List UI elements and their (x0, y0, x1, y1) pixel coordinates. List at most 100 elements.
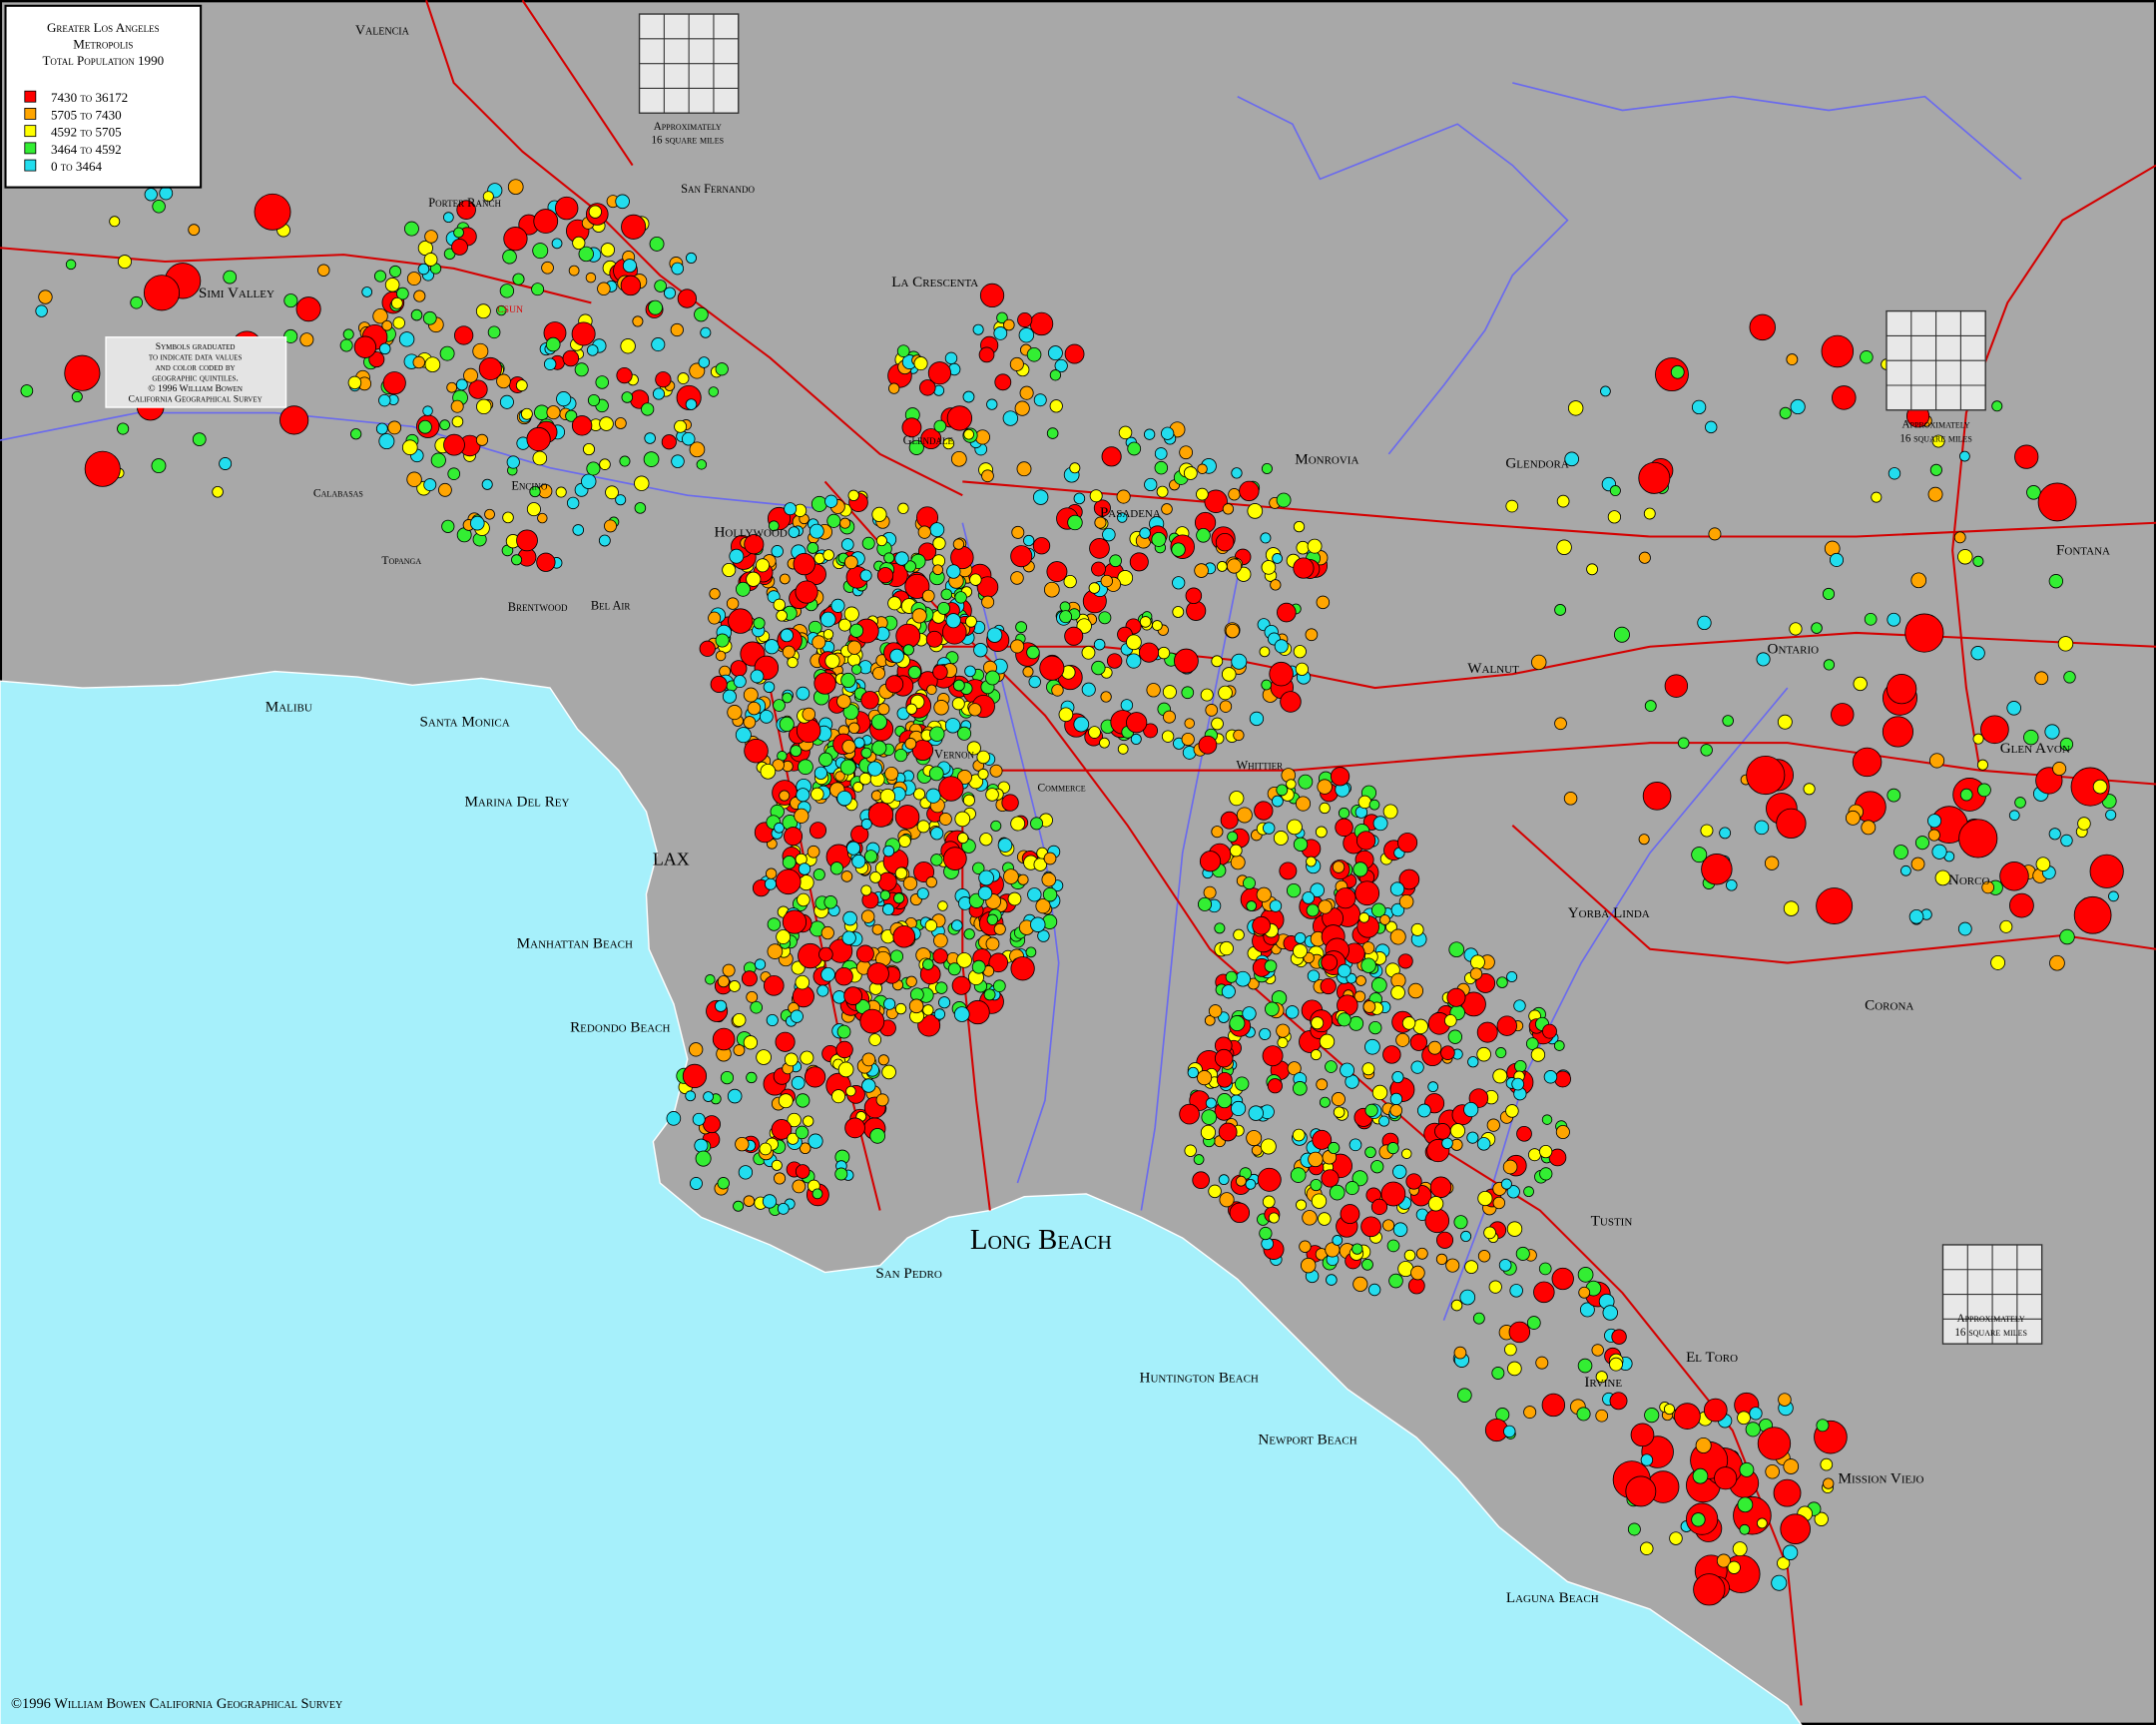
tract-symbol (1538, 1262, 1552, 1276)
tract-symbol (879, 788, 896, 805)
tract-symbol (962, 390, 975, 403)
tract-symbol (799, 1142, 811, 1155)
tract-symbol (1257, 1167, 1282, 1192)
tract-symbol (1360, 957, 1376, 973)
tract-symbol (1293, 837, 1309, 852)
tract-symbol (696, 459, 708, 470)
tract-symbol (782, 692, 794, 704)
tract-symbol (1143, 428, 1156, 440)
tract-symbol (807, 542, 819, 554)
tract-symbol (823, 895, 837, 909)
place-label: Laguna Beach (1506, 1589, 1599, 1606)
tract-symbol (1714, 1466, 1738, 1490)
tract-symbol (1398, 868, 1420, 890)
tract-symbol (796, 788, 810, 803)
tract-symbol (532, 243, 549, 260)
tract-symbol (1716, 1553, 1731, 1568)
legend-box (4, 4, 203, 189)
tract-symbol (893, 892, 905, 904)
tract-symbol (1245, 1178, 1257, 1190)
tract-symbol (1193, 1154, 1205, 1165)
grid-note: Approximately (654, 121, 722, 133)
tract-symbol (1914, 836, 1929, 851)
place-label: Norco (1948, 871, 1990, 888)
tract-symbol (798, 759, 813, 776)
tract-symbol (1233, 729, 1245, 742)
tract-symbol (897, 502, 909, 514)
tract-symbol (1197, 1070, 1213, 1086)
tract-symbol (1201, 1109, 1218, 1125)
tract-symbol (1466, 1131, 1479, 1144)
place-label: Simi Valley (199, 285, 274, 301)
tract-symbol (1530, 1047, 1546, 1062)
tract-symbol (1548, 1148, 1567, 1167)
tract-symbol (1405, 1173, 1422, 1190)
tract-symbol (793, 552, 815, 576)
tract-symbol (829, 862, 843, 875)
tract-symbol (1351, 1243, 1363, 1255)
tract-symbol (993, 922, 1006, 935)
tract-symbol (2052, 762, 2067, 777)
place-label: Long Beach (970, 1224, 1112, 1256)
tract-symbol (556, 391, 572, 407)
tract-symbol (732, 1012, 747, 1027)
tract-symbol (861, 1052, 876, 1067)
place-label: LAX (653, 850, 690, 869)
tract-symbol (1010, 816, 1026, 832)
tract-symbol (1789, 622, 1803, 636)
tract-symbol (1129, 552, 1149, 572)
tract-symbol (1120, 699, 1134, 712)
tract-symbol (1677, 737, 1690, 750)
tract-symbol (703, 1115, 721, 1134)
tract-symbol (813, 672, 836, 695)
tract-symbol (1277, 1036, 1289, 1048)
tract-symbol (616, 366, 633, 384)
tract-symbol (634, 475, 650, 491)
tract-symbol (784, 1052, 799, 1067)
tract-symbol (777, 1202, 790, 1215)
place-label: Valencia (355, 23, 410, 38)
tract-symbol (1410, 1060, 1424, 1074)
tract-symbol (1928, 753, 1945, 769)
tract-symbol (871, 506, 887, 522)
tract-symbol (1319, 1096, 1331, 1108)
tract-symbol (1276, 1023, 1291, 1038)
tract-symbol (506, 455, 520, 469)
tract-symbol (727, 1088, 743, 1104)
tract-symbol (1067, 514, 1083, 531)
tract-symbol (1492, 1068, 1508, 1084)
tract-symbol (1782, 1544, 1799, 1560)
tract-symbol (694, 1138, 709, 1153)
tract-symbol (192, 432, 207, 447)
tract-symbol (983, 988, 996, 1001)
ocean (0, 670, 1803, 1725)
tract-symbol (942, 847, 967, 870)
tract-symbol (957, 832, 969, 845)
tract-symbol (652, 387, 666, 400)
tract-symbol (572, 524, 585, 536)
tract-symbol (1447, 1029, 1463, 1044)
tract-symbol (885, 675, 904, 694)
tract-symbol (1697, 615, 1712, 631)
tract-symbol (767, 917, 782, 931)
tract-symbol (996, 311, 1008, 324)
tract-symbol (65, 259, 77, 271)
tract-symbol (846, 841, 861, 856)
tract-symbol (788, 526, 801, 538)
tract-symbol (1030, 817, 1044, 831)
tract-symbol (750, 1000, 763, 1014)
tract-symbol (526, 502, 541, 517)
tract-symbol (1719, 827, 1732, 840)
tract-symbol (1032, 537, 1051, 555)
tract-symbol (913, 862, 935, 882)
tract-symbol (1351, 1170, 1368, 1187)
tract-symbol (1732, 1541, 1748, 1557)
tract-symbol (1229, 844, 1243, 858)
tract-symbol (922, 1004, 934, 1016)
tract-symbol (1783, 1458, 1800, 1474)
tract-symbol (894, 805, 920, 830)
tract-symbol (834, 1167, 848, 1181)
tract-symbol (1236, 807, 1253, 824)
tract-symbol (717, 1177, 730, 1190)
tract-symbol (451, 239, 468, 256)
